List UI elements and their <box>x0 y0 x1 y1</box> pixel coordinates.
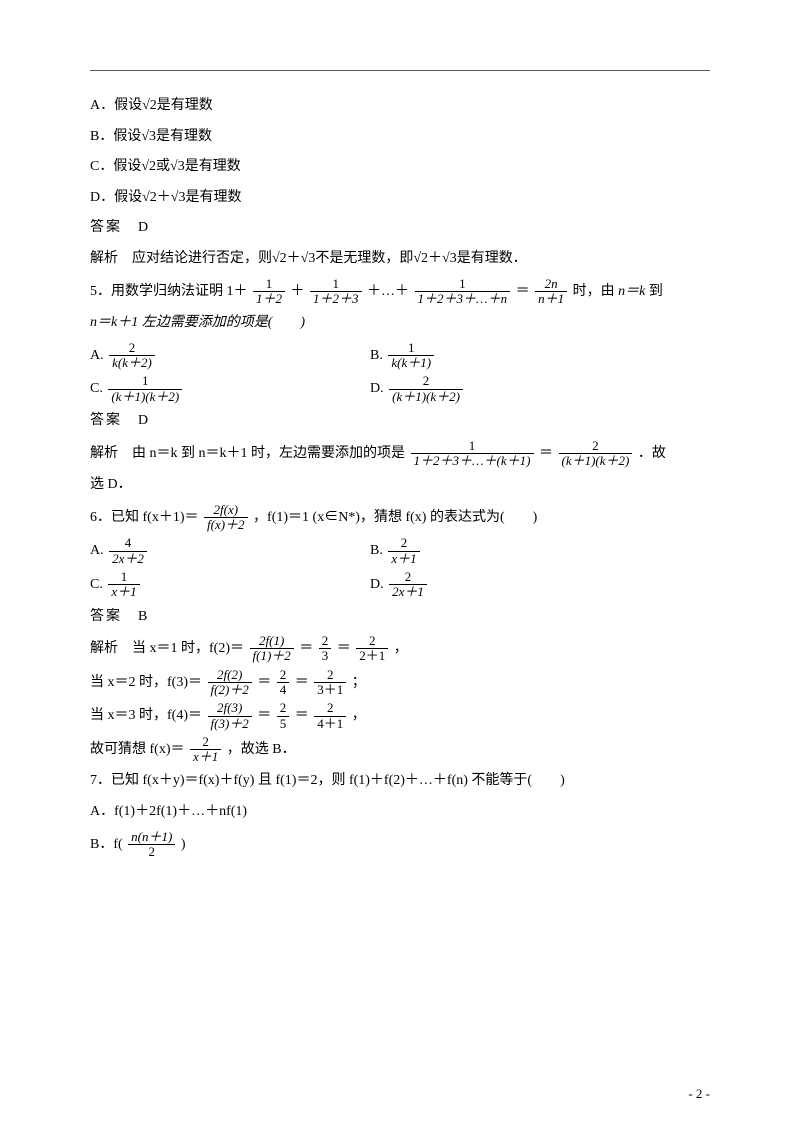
q6-b: ，f(1)＝1 (x∈N*)，猜想 f(x) 的表达式为( ) <box>253 510 537 525</box>
frac: 22＋1 <box>356 634 388 664</box>
opt-label: D. <box>370 381 387 396</box>
eq: ＝ <box>295 708 309 723</box>
q6-conclusion: 故可猜想 f(x)＝ 2x＋1 ，故选 B． <box>90 733 710 767</box>
frac: 1k(k＋1) <box>388 341 434 371</box>
q5-stem-line2: n＝k＋1 左边需要添加的项是( ) <box>90 308 710 339</box>
opt-label: D. <box>370 577 387 592</box>
frac: 2f(3)f(3)＋2 <box>208 701 252 731</box>
frac: 2(k＋1)(k＋2) <box>559 439 633 469</box>
plus: ＋ <box>291 284 305 299</box>
q5-expl-a: 解析 由 n＝k 到 n＝k＋1 时，左边需要添加的项是 <box>90 446 405 461</box>
q5-stem-d: 时，由 <box>573 284 619 299</box>
frac: 42x＋2 <box>109 536 147 566</box>
q5-stem-c: ＝ <box>516 284 530 299</box>
paren: ) <box>181 837 186 852</box>
comma: ， <box>394 641 408 656</box>
comma: ， <box>352 708 366 723</box>
q6-stem: 6．已知 f(x＋1)＝ 2f(x)f(x)＋2 ，f(1)＝1 (x∈N*)，… <box>90 501 710 535</box>
q5-stem-line1: 5．用数学归纳法证明 1＋ 11＋2 ＋ 11＋2＋3 ＋…＋ 11＋2＋3＋…… <box>90 275 710 309</box>
q5-explain-line1: 解析 由 n＝k 到 n＝k＋1 时，左边需要添加的项是 11＋2＋3＋…＋(k… <box>90 437 710 471</box>
frac: 1x＋1 <box>108 570 139 600</box>
q6-expl-1: 解析 当 x＝1 时，f(2)＝ 2f(1)f(1)＋2 ＝ 23 ＝ 22＋1… <box>90 632 710 666</box>
q5-opts-row2: C. 1(k＋1)(k＋2) D. 2(k＋1)(k＋2) <box>90 372 710 406</box>
opt-label: B. <box>370 543 386 558</box>
frac: 2x＋1 <box>388 536 419 566</box>
frac: 22x＋1 <box>389 570 427 600</box>
q6-expl-2: 当 x＝2 时，f(3)＝ 2f(2)f(2)＋2 ＝ 24 ＝ 23＋1 ； <box>90 666 710 700</box>
q4-opt-a: A．假设√2是有理数 <box>90 91 710 122</box>
frac: 23 <box>319 634 332 664</box>
eq: ＝ <box>257 675 271 690</box>
q4-opt-d: D．假设√2＋√3是有理数 <box>90 183 710 214</box>
frac: 2f(x)f(x)＋2 <box>204 503 248 533</box>
frac: 11＋2 <box>253 277 285 307</box>
frac: 1(k＋1)(k＋2) <box>108 374 182 404</box>
q5-stem-e: 到 <box>649 284 663 299</box>
q6-answer: 答案 B <box>90 602 710 633</box>
opt-label: C. <box>90 381 106 396</box>
q7-stem: 7．已知 f(x＋y)＝f(x)＋f(y) 且 f(1)＝2，则 f(1)＋f(… <box>90 766 710 797</box>
q5-opts-row1: A. 2k(k＋2) B. 1k(k＋1) <box>90 339 710 373</box>
frac: 11＋2＋3＋…＋(k＋1) <box>411 439 534 469</box>
frac: 24 <box>277 668 290 698</box>
eq: ＝ <box>539 446 553 461</box>
opt-label: A. <box>90 543 107 558</box>
semi: ； <box>352 675 366 690</box>
q5-expl-end: ．故 <box>638 446 666 461</box>
text: ，故选 B． <box>227 742 296 757</box>
opt-label: B. <box>370 348 386 363</box>
text: 当 x＝3 时，f(4)＝ <box>90 708 202 723</box>
opt-label: B．f( <box>90 837 123 852</box>
q4-opt-b: B．假设√3是有理数 <box>90 122 710 153</box>
top-rule <box>90 70 710 71</box>
frac: 11＋2＋3＋…＋n <box>415 277 511 307</box>
frac: 2(k＋1)(k＋2) <box>389 374 463 404</box>
q4-explain: 解析 应对结论进行否定，则√2＋√3不是无理数，即√2＋√3是有理数． <box>90 244 710 275</box>
page-number: - 2 - <box>688 1086 710 1102</box>
q4-answer: 答案 D <box>90 213 710 244</box>
frac: n(n＋1)2 <box>128 830 175 860</box>
eq: ＝ <box>295 675 309 690</box>
q7-opt-b: B．f( n(n＋1)2 ) <box>90 828 710 862</box>
q5-stem-a: 5．用数学归纳法证明 1＋ <box>90 284 248 299</box>
opt-label: A. <box>90 348 107 363</box>
q6-a: 6．已知 f(x＋1)＝ <box>90 510 199 525</box>
text: 解析 当 x＝1 时，f(2)＝ <box>90 641 244 656</box>
q6-opts-row2: C. 1x＋1 D. 22x＋1 <box>90 568 710 602</box>
opt-label: C. <box>90 577 106 592</box>
frac: 11＋2＋3 <box>310 277 362 307</box>
frac: 2f(2)f(2)＋2 <box>208 668 252 698</box>
eq: ＝ <box>257 708 271 723</box>
eq: ＝ <box>299 641 313 656</box>
text: 当 x＝2 时，f(3)＝ <box>90 675 202 690</box>
frac: 2nn＋1 <box>535 277 567 307</box>
q5-stem-b: ＋…＋ <box>367 284 409 299</box>
text: 故可猜想 f(x)＝ <box>90 742 185 757</box>
q6-expl-3: 当 x＝3 时，f(4)＝ 2f(3)f(3)＋2 ＝ 25 ＝ 24＋1 ， <box>90 699 710 733</box>
frac: 2k(k＋2) <box>109 341 155 371</box>
q7-opt-a: A．f(1)＋2f(1)＋…＋nf(1) <box>90 797 710 828</box>
eq: ＝ <box>337 641 351 656</box>
frac: 24＋1 <box>314 701 346 731</box>
frac: 2f(1)f(1)＋2 <box>250 634 294 664</box>
q5-nk: n＝k <box>618 284 645 299</box>
q6-opts-row1: A. 42x＋2 B. 2x＋1 <box>90 534 710 568</box>
q5-explain-line2: 选 D． <box>90 470 710 501</box>
frac: 25 <box>277 701 290 731</box>
q4-opt-c: C．假设√2或√3是有理数 <box>90 152 710 183</box>
frac: 23＋1 <box>314 668 346 698</box>
frac: 2x＋1 <box>190 735 221 765</box>
q5-answer: 答案 D <box>90 406 710 437</box>
